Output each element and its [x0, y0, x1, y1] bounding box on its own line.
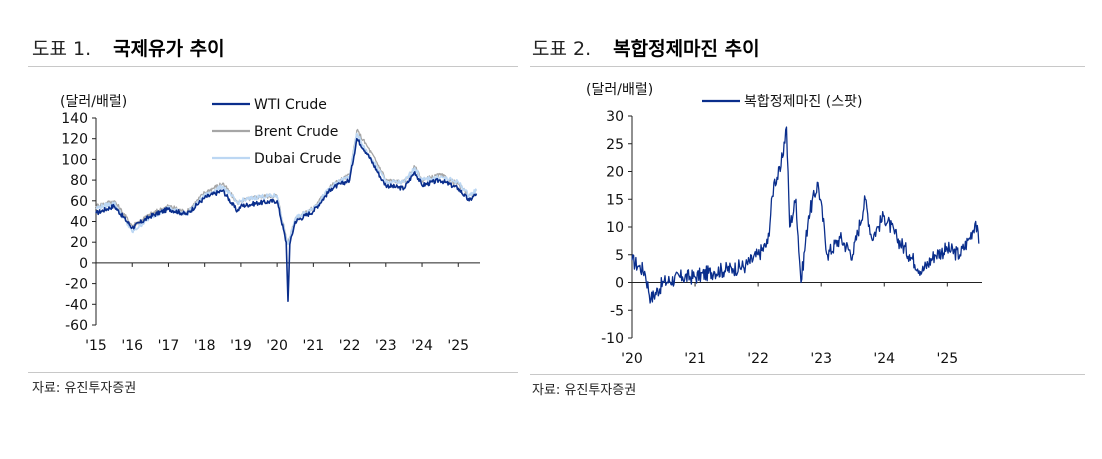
x-tick-label: '20 — [621, 351, 643, 367]
source-divider — [530, 374, 1085, 375]
y-tick-label: 15 — [606, 192, 624, 208]
y-tick-label: 60 — [70, 194, 88, 210]
y-tick-label: -10 — [601, 331, 624, 347]
x-tick-label: '25 — [936, 351, 958, 367]
x-tick-label: '16 — [121, 338, 143, 354]
source-divider — [28, 372, 518, 373]
y-tick-label: 25 — [606, 137, 624, 153]
x-tick-label: '24 — [873, 351, 895, 367]
x-tick-label: '23 — [375, 338, 397, 354]
y-tick-label: -20 — [65, 277, 88, 293]
series-line-1 — [95, 137, 478, 302]
y-tick-label: 120 — [61, 132, 88, 148]
y-tick-label: 100 — [61, 152, 88, 168]
legend-label: Dubai Crude — [254, 151, 341, 167]
legend-label: Brent Crude — [254, 124, 338, 140]
y-tick-label: -5 — [610, 303, 624, 319]
y-tick-label: 5 — [615, 248, 624, 264]
x-tick-label: '20 — [266, 338, 288, 354]
x-tick-label: '17 — [158, 338, 180, 354]
source-note: 자료: 유진투자증권 — [32, 381, 137, 396]
chart-panel-oil-prices: 도표 1. 국제유가 추이 (달러/배럴) 140 120 100 80 60 40 20 0 -2… — [0, 0, 520, 459]
unit-label: (달러/배럴) — [586, 82, 653, 98]
y-tick-label: 20 — [70, 235, 88, 251]
y-tick-label: 40 — [70, 215, 88, 231]
x-tick-label: '25 — [447, 338, 469, 354]
x-tick-label: '23 — [810, 351, 832, 367]
title-divider — [28, 66, 518, 67]
series-line-1 — [631, 126, 980, 304]
y-tick-label: -60 — [65, 318, 88, 334]
x-tick-label: '21 — [303, 338, 325, 354]
y-tick-label: 140 — [61, 111, 88, 127]
chart-heading: 도표 1. 국제유가 추이 — [32, 34, 225, 61]
y-tick-label: 10 — [606, 220, 624, 236]
chart-heading: 도표 2. 복합정제마진 추이 — [532, 34, 760, 61]
y-tick-label: 30 — [606, 109, 624, 125]
chart-title: 복합정제마진 추이 — [613, 38, 760, 60]
chart-title: 국제유가 추이 — [113, 38, 225, 60]
series-line-2 — [95, 128, 477, 243]
x-tick-label: '19 — [230, 338, 252, 354]
y-tick-label: 80 — [70, 173, 88, 189]
y-tick-label: 20 — [606, 165, 624, 181]
y-tick-label: -40 — [65, 297, 88, 313]
x-tick-label: '24 — [411, 338, 433, 354]
x-tick-label: '22 — [747, 351, 769, 367]
y-tick-label: 0 — [615, 276, 624, 292]
x-tick-label: '18 — [194, 338, 216, 354]
legend-label: 복합정제마진 (스팟) — [744, 94, 862, 110]
x-tick-label: '22 — [339, 338, 361, 354]
refining-margin-chart: (달러/배럴) 30 25 20 15 10 5 0 -5 -10 '20 '21 '22 '23 '24 '… — [586, 82, 982, 367]
x-tick-label: '21 — [684, 351, 706, 367]
source-note: 자료: 유진투자증권 — [532, 383, 637, 398]
legend-label: WTI Crude — [254, 97, 327, 113]
y-tick-label: 0 — [79, 256, 88, 272]
oil-price-chart: (달러/배럴)140 120 100 80 60 40 20 0 -20 -40 -60 '15 '16… — [60, 94, 480, 354]
figure-number: 도표 2. — [532, 38, 592, 60]
chart-panel-refining-margin: 도표 2. 복합정제마진 추이 (달러/배럴) 30 25 20 15 10 5 0 -5 -10 '… — [530, 0, 1085, 459]
figure-number: 도표 1. — [32, 38, 92, 60]
unit-label: (달러/배럴) — [60, 94, 127, 110]
x-tick-label: '15 — [85, 338, 107, 354]
title-divider — [530, 66, 1085, 67]
